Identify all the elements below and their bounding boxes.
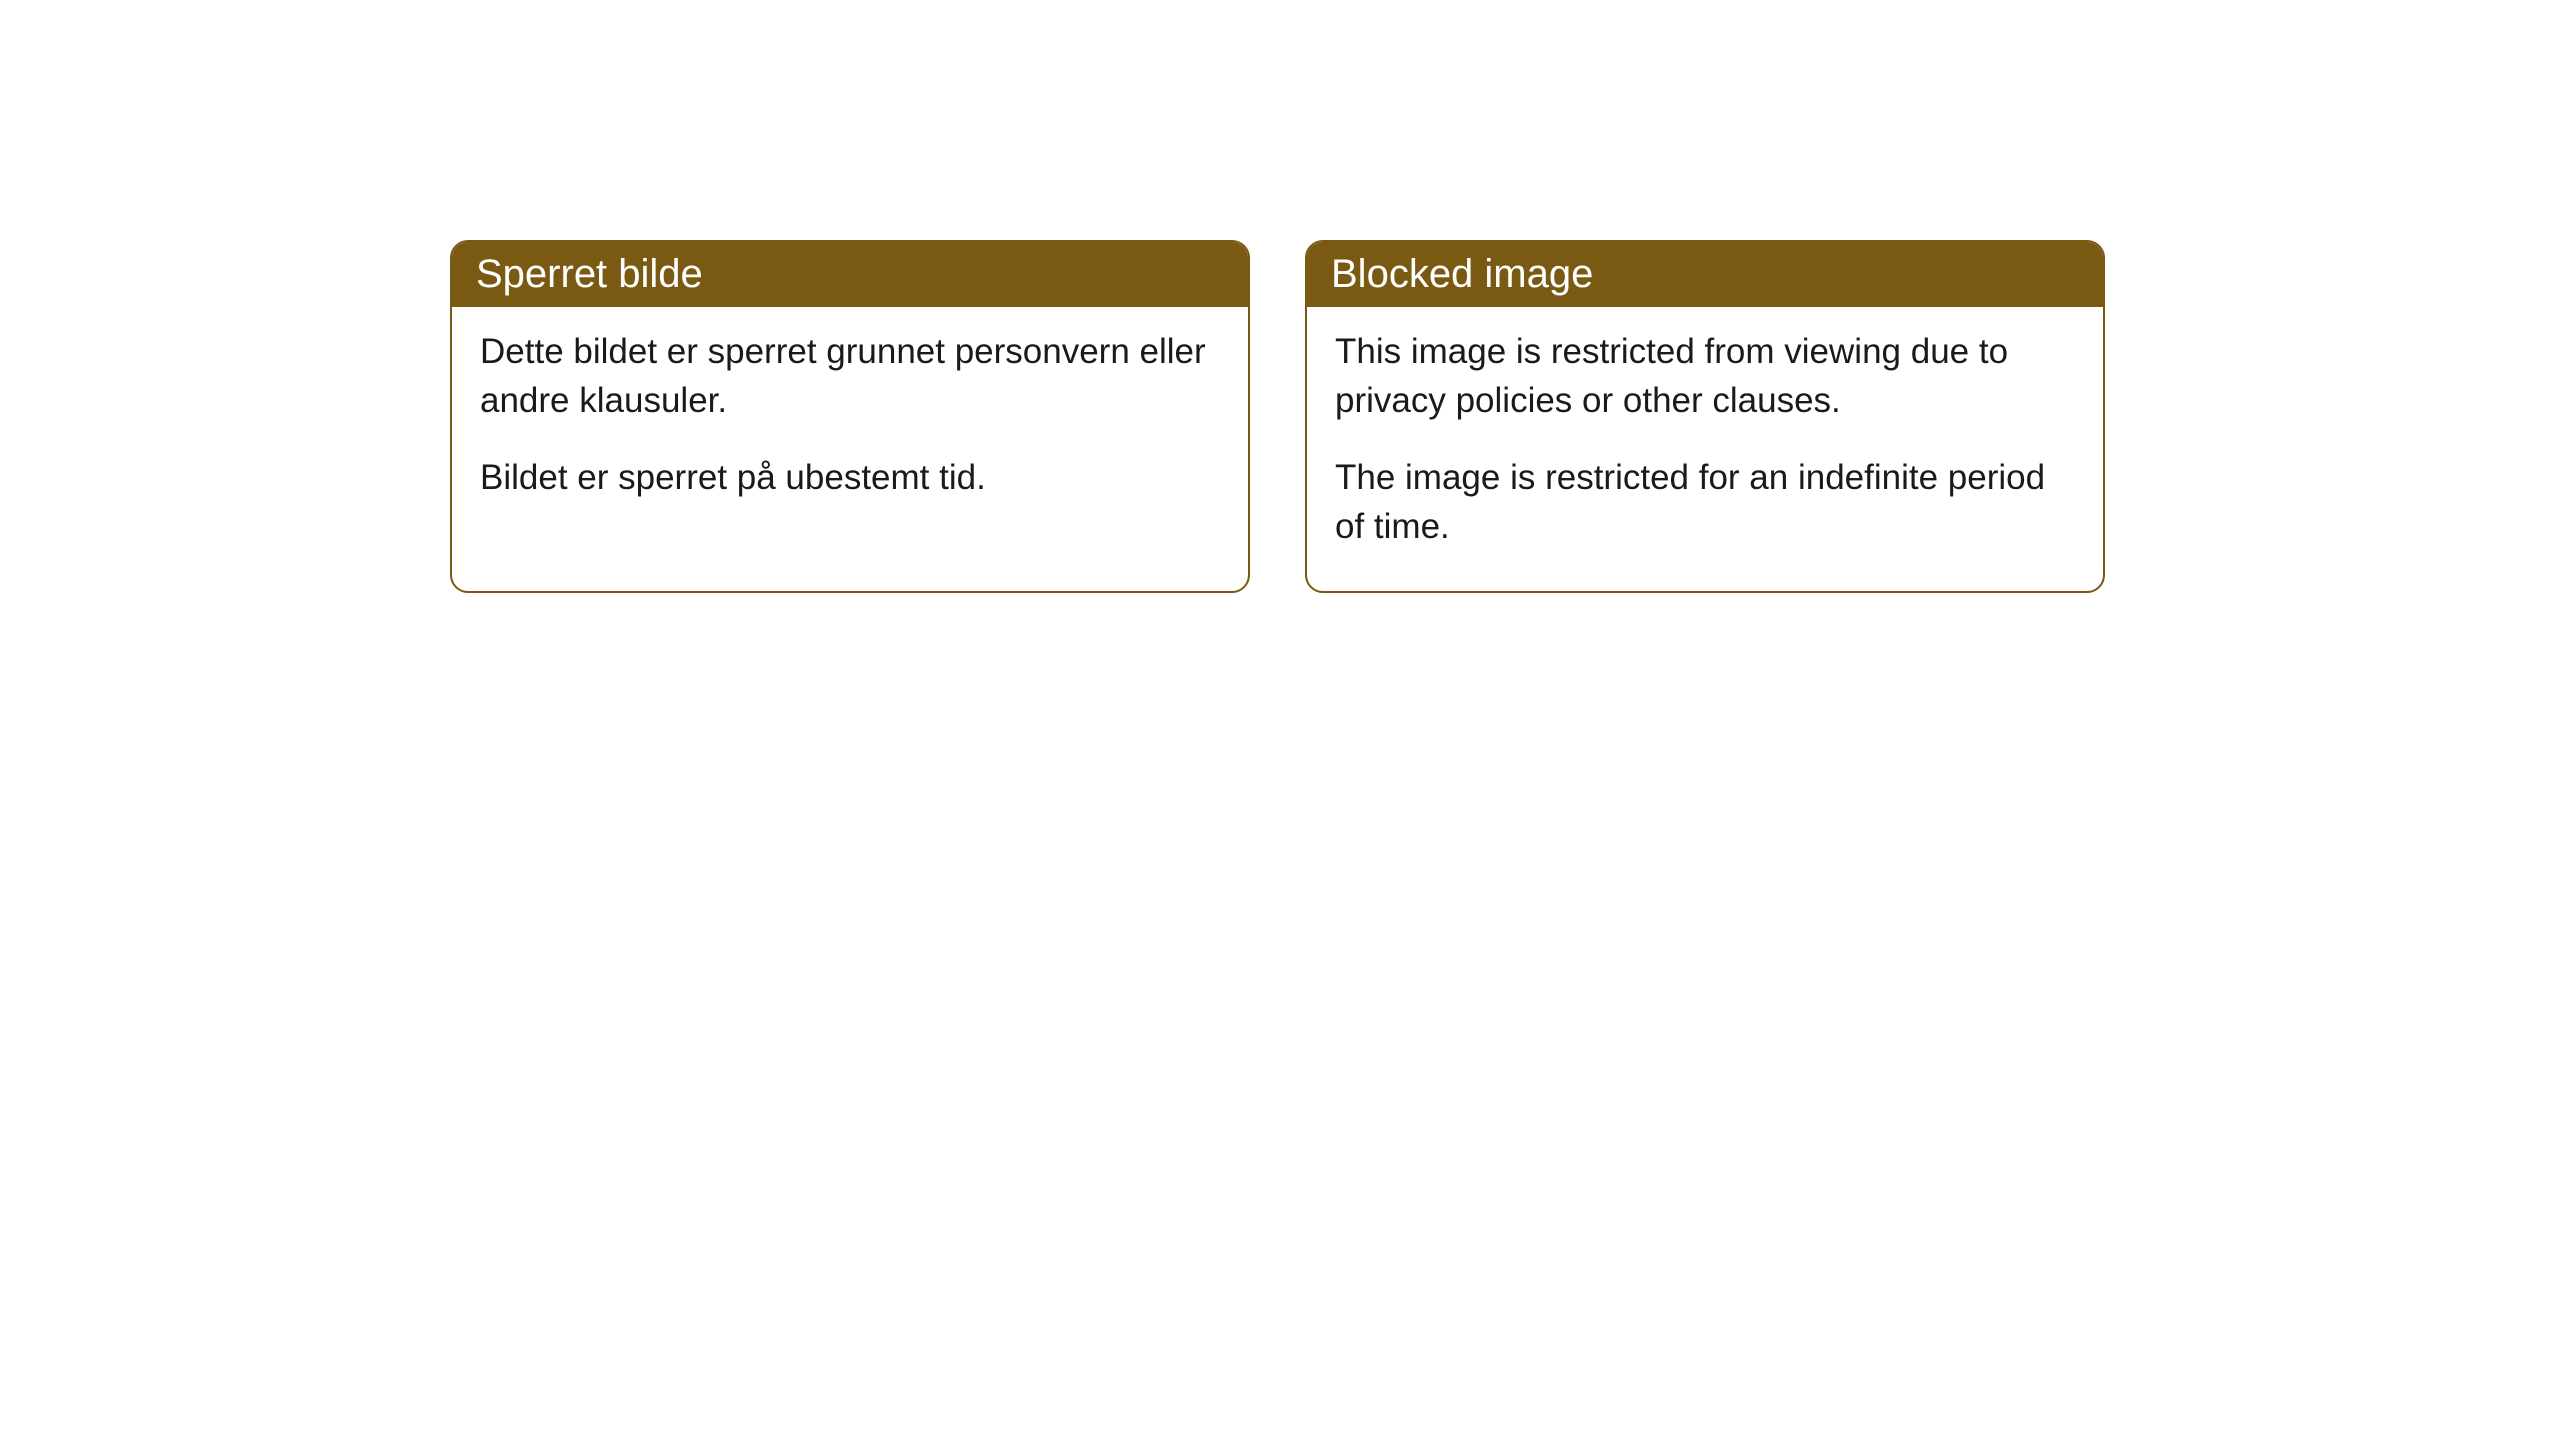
card-paragraph-2-no: Bildet er sperret på ubestemt tid. <box>480 453 1220 502</box>
card-title-en: Blocked image <box>1331 252 1593 296</box>
card-header-no: Sperret bilde <box>452 242 1248 307</box>
card-paragraph-1-en: This image is restricted from viewing du… <box>1335 327 2075 425</box>
card-paragraph-2-en: The image is restricted for an indefinit… <box>1335 453 2075 551</box>
cards-container: Sperret bilde Dette bildet er sperret gr… <box>0 0 2560 593</box>
card-title-no: Sperret bilde <box>476 252 703 296</box>
card-header-en: Blocked image <box>1307 242 2103 307</box>
card-body-no: Dette bildet er sperret grunnet personve… <box>452 307 1248 542</box>
card-body-en: This image is restricted from viewing du… <box>1307 307 2103 591</box>
card-paragraph-1-no: Dette bildet er sperret grunnet personve… <box>480 327 1220 425</box>
blocked-image-card-no: Sperret bilde Dette bildet er sperret gr… <box>450 240 1250 593</box>
blocked-image-card-en: Blocked image This image is restricted f… <box>1305 240 2105 593</box>
